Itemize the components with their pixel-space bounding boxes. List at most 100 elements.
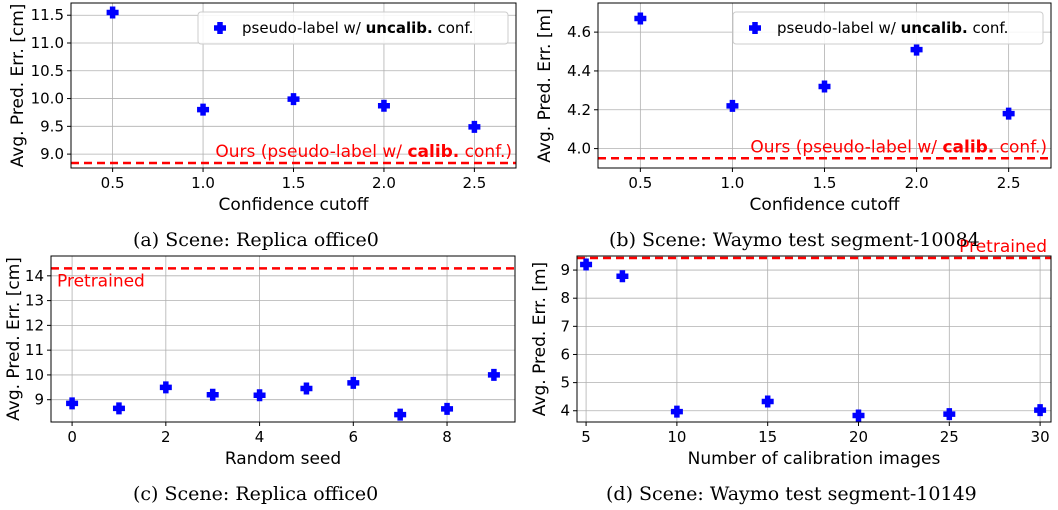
legend-box <box>197 11 509 45</box>
x-tick-label: 2 <box>161 428 171 446</box>
data-point <box>1002 107 1015 120</box>
data-point <box>394 408 407 421</box>
legend-label: pseudo-label w/ uncalib. conf. <box>242 19 473 37</box>
y-tick-label: 10 <box>25 366 44 384</box>
data-point <box>818 80 831 93</box>
y-axis-label: Avg. Pred. Err. [m] <box>530 262 550 416</box>
data-point <box>287 93 300 106</box>
data-point <box>634 12 647 25</box>
data-point <box>66 397 79 410</box>
y-tick-label: 14 <box>25 267 44 285</box>
plot-frame <box>50 255 516 423</box>
data-point <box>468 120 481 133</box>
legend-label: pseudo-label w/ uncalib. conf. <box>777 19 1008 37</box>
x-tick-label: 0.5 <box>628 174 652 192</box>
x-tick-label: 10 <box>667 428 686 446</box>
data-point <box>910 43 923 56</box>
reference-line-label: Ours (pseudo-label w/ calib. conf.) <box>215 142 512 162</box>
data-point <box>377 99 390 112</box>
x-tick-label: 5 <box>581 428 591 446</box>
legend-box <box>732 11 1044 45</box>
x-tick-label: 2.5 <box>997 174 1021 192</box>
y-axis-label: Avg. Pred. Err. [cm] <box>4 257 24 421</box>
x-tick-label: 1.5 <box>282 174 306 192</box>
legend-marker <box>214 22 226 34</box>
data-point <box>852 409 865 422</box>
legend: pseudo-label w/ uncalib. conf. <box>732 11 1044 45</box>
y-tick-label: 11.0 <box>31 34 64 52</box>
x-tick-label: 15 <box>758 428 777 446</box>
data-point <box>580 258 593 271</box>
y-tick-label: 12 <box>25 316 44 334</box>
data-point <box>112 402 125 415</box>
data-point <box>670 405 683 418</box>
data-point <box>761 395 774 408</box>
caption-b: (b) Scene: Waymo test segment-10084 <box>609 229 980 251</box>
data-point <box>487 368 500 381</box>
y-tick-label: 4.2 <box>567 101 591 119</box>
caption-a: (a) Scene: Replica office0 <box>133 229 379 251</box>
data-point <box>943 408 956 421</box>
data-point <box>726 99 739 112</box>
reference-line-label: Ours (pseudo-label w/ calib. conf.) <box>750 137 1047 157</box>
legend: pseudo-label w/ uncalib. conf. <box>197 11 509 45</box>
x-tick-label: 6 <box>349 428 359 446</box>
data-point <box>159 381 172 394</box>
y-tick-label: 7 <box>560 317 570 335</box>
x-tick-label: 4 <box>255 428 265 446</box>
data-point <box>616 270 629 283</box>
reference-line-label: Pretrained <box>57 271 145 291</box>
x-tick-label: 20 <box>849 428 868 446</box>
y-tick-label: 9.0 <box>40 145 64 163</box>
y-axis-label: Avg. Pred. Err. [cm] <box>8 4 28 168</box>
x-tick-label: 2.5 <box>462 174 486 192</box>
x-tick-label: 2.0 <box>905 174 929 192</box>
y-tick-label: 10.5 <box>31 62 64 80</box>
data-point <box>206 388 219 401</box>
data-point <box>106 6 119 19</box>
data-point <box>441 402 454 415</box>
x-tick-label: 2.0 <box>372 174 396 192</box>
y-tick-label: 9 <box>34 391 44 409</box>
chart-panel-a: 0.5 1.0 1.5 2.0 2.5 9.0 9.5 10.0 10.5 11.0 11.5 Con… <box>8 2 517 215</box>
chart-panel-b: 0.5 1.0 1.5 2.0 2.5 4.0 4.2 4.4 4.6 Confidence cu… <box>535 2 1052 215</box>
y-tick-label: 8 <box>560 289 570 307</box>
caption-c: (c) Scene: Replica office0 <box>133 483 379 505</box>
y-tick-label: 9 <box>560 261 570 279</box>
data-point <box>197 103 210 116</box>
caption-d: (d) Scene: Waymo test segment-10149 <box>606 483 977 505</box>
y-tick-label: 6 <box>560 345 570 363</box>
y-tick-label: 10.0 <box>31 90 64 108</box>
x-tick-label: 0 <box>67 428 77 446</box>
y-tick-label: 4.4 <box>567 62 591 80</box>
y-tick-label: 4.6 <box>567 23 591 41</box>
y-tick-label: 11.5 <box>31 6 64 24</box>
x-tick-label: 1.0 <box>720 174 744 192</box>
y-tick-label: 9.5 <box>40 117 64 135</box>
x-tick-label: 25 <box>940 428 959 446</box>
x-axis-label: Confidence cutoff <box>750 195 901 215</box>
data-point <box>347 376 360 389</box>
x-axis-label: Confidence cutoff <box>219 195 370 215</box>
data-point <box>1034 404 1047 417</box>
y-tick-label: 13 <box>25 292 44 310</box>
x-tick-label: 1.5 <box>813 174 837 192</box>
y-tick-label: 5 <box>560 374 570 392</box>
x-tick-label: 8 <box>442 428 452 446</box>
y-axis-label: Avg. Pred. Err. [m] <box>535 8 555 162</box>
y-tick-label: 4.0 <box>567 140 591 158</box>
x-tick-label: 1.0 <box>191 174 215 192</box>
reference-line-label: Pretrained <box>959 237 1047 257</box>
x-axis-label: Random seed <box>225 449 341 469</box>
chart-panel-c: 0 2 4 6 8 9 10 11 12 13 14 Random seed Avg. Pred. Er… <box>4 255 516 469</box>
y-tick-label: 4 <box>560 402 570 420</box>
y-tick-label: 11 <box>25 341 44 359</box>
data-point <box>253 389 266 402</box>
legend-marker <box>749 22 761 34</box>
x-tick-label: 30 <box>1031 428 1050 446</box>
x-axis-label: Number of calibration images <box>688 449 941 469</box>
x-tick-label: 0.5 <box>101 174 125 192</box>
data-point <box>300 382 313 395</box>
